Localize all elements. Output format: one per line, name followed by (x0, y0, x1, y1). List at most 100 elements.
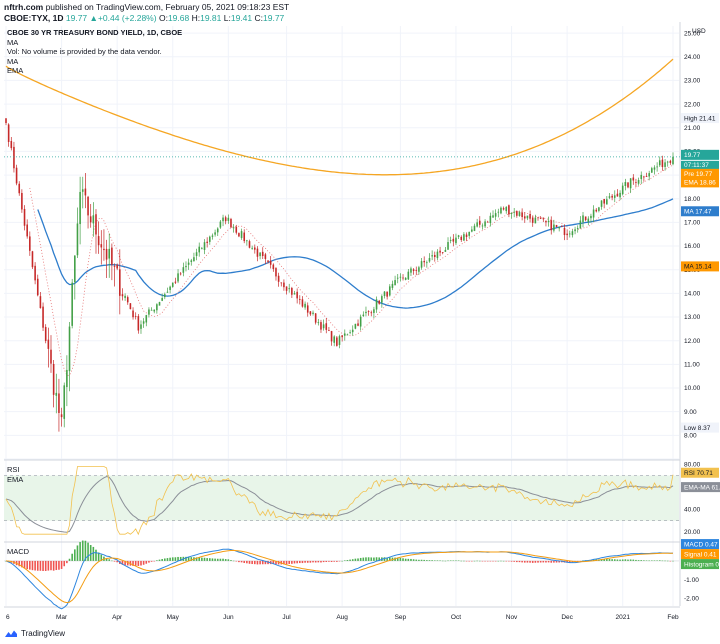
histogram-bar (227, 559, 230, 561)
histogram-bar (74, 549, 76, 561)
legend-vol[interactable]: Vol: No volume is provided by the data v… (7, 47, 162, 56)
histogram-bar (534, 560, 537, 563)
legend-ma-1[interactable]: MA (7, 37, 19, 47)
rsi-legend-ema[interactable]: EMA (7, 474, 24, 484)
legend-title[interactable]: CBOE 30 YR TREASURY BOND YIELD, 1D, CBOE (7, 28, 183, 37)
candle-body (481, 225, 484, 227)
candle-body (275, 268, 277, 277)
histogram-bar (426, 560, 428, 561)
histogram-bar (291, 560, 293, 564)
candle-body (89, 216, 92, 223)
candle-body (653, 167, 656, 170)
histogram-bar (140, 560, 142, 566)
candle-body (547, 220, 550, 223)
rsi-legend-title[interactable]: RSI (7, 465, 20, 474)
histogram-bar (402, 558, 404, 561)
time-tick-label: Sep (395, 614, 407, 621)
candle-body (325, 323, 328, 330)
candle-body (161, 298, 163, 301)
candle-body (39, 296, 42, 309)
pre-marker-bg (681, 168, 719, 179)
histogram-bar (365, 557, 367, 561)
histogram-bar (63, 560, 66, 567)
candle-body (182, 267, 185, 273)
candle-body (492, 215, 494, 218)
histogram-bar (510, 560, 513, 562)
histogram-bar (309, 560, 312, 563)
candle-body (291, 288, 293, 295)
histogram-bar (52, 560, 55, 571)
histogram-bar (336, 560, 338, 562)
candle-body (74, 255, 76, 283)
legend-ma-2[interactable]: MA (7, 56, 19, 66)
histogram-bar (164, 558, 166, 561)
candle-body (243, 232, 246, 242)
ema-marker: EMA 18.86 (684, 180, 716, 187)
histogram-bar (396, 557, 399, 561)
histogram-bar (500, 560, 502, 562)
histogram-bar (651, 560, 653, 561)
candle-body (121, 294, 124, 297)
histogram-bar (142, 560, 145, 565)
publisher-name[interactable]: nftrh.com (4, 2, 44, 12)
rsi-tick-label: 80.00 (684, 461, 701, 468)
price-tick-label: 25.00 (684, 30, 701, 37)
candle-body (124, 295, 126, 298)
ma-blue-marker-bg (681, 206, 719, 217)
histogram-bar (468, 560, 470, 562)
candle-body (465, 234, 468, 237)
histogram-bar (423, 559, 425, 561)
histogram-bar (539, 560, 542, 563)
histogram-bar (343, 560, 346, 561)
candle-body (84, 188, 87, 196)
histogram-bar (254, 560, 256, 565)
histogram-bar (550, 560, 553, 563)
candle-body (526, 215, 529, 219)
histogram-bar (29, 560, 31, 570)
histogram-bar (26, 560, 28, 570)
histogram-bar (333, 560, 336, 562)
candle-body (177, 273, 179, 282)
histogram-bar (211, 558, 214, 561)
price-tick-label: 18.00 (684, 196, 701, 203)
histogram-bar (672, 560, 674, 562)
candle-body (298, 299, 301, 300)
histogram-bar (370, 557, 373, 561)
macd-line (5, 548, 674, 610)
candle-body (648, 173, 650, 177)
candle-body (95, 214, 97, 235)
footer-brand[interactable]: TradingView (21, 629, 66, 638)
histogram-bar (34, 560, 36, 571)
macd-legend-title[interactable]: MACD (7, 547, 30, 556)
histogram-bar (447, 560, 449, 562)
histogram-bar (145, 560, 148, 564)
histogram-bar (656, 560, 658, 561)
candle-body (539, 218, 542, 219)
histogram-bar (79, 542, 81, 561)
ema-marker-bg (681, 177, 719, 188)
histogram-bar (375, 557, 378, 561)
legend-ema[interactable]: EMA (7, 66, 24, 75)
histogram-bar (121, 560, 124, 565)
histogram-bar (198, 557, 201, 561)
candle-body (306, 305, 309, 313)
histogram-bar (354, 558, 357, 561)
histogram-bar (613, 559, 616, 561)
symbol-label[interactable]: CBOE:TYX, 1D (4, 13, 64, 23)
candle-body (105, 248, 108, 260)
candle-body (97, 236, 100, 246)
candle-body (476, 222, 478, 227)
candle-body (230, 218, 232, 228)
candle-body (47, 339, 50, 349)
candle-body (643, 176, 645, 178)
candle-body (394, 280, 396, 286)
rsi-value-marker: RSI 70.71 (684, 470, 713, 477)
candle-body (158, 302, 161, 306)
candle-body (542, 218, 545, 220)
candle-body (261, 251, 264, 256)
rsi-legend: RSI EMA (7, 465, 23, 484)
histogram-bar (611, 559, 613, 561)
candle-body (365, 311, 367, 314)
candle-body (132, 310, 134, 318)
